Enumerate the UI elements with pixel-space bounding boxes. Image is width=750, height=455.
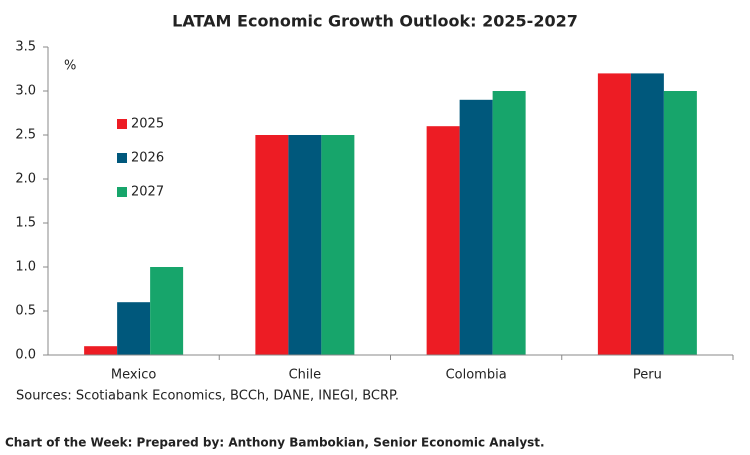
chart-title: LATAM Economic Growth Outlook: 2025-2027	[172, 12, 578, 31]
bar	[117, 302, 151, 355]
bar	[288, 135, 322, 355]
bar	[597, 73, 631, 356]
x-tick-label: Chile	[289, 368, 322, 383]
footer: Chart of the Week: Prepared by: Anthony …	[5, 436, 545, 450]
x-tick-label: Colombia	[446, 368, 507, 383]
legend-label: 2025	[131, 117, 164, 132]
source-note: Sources: Scotiabank Economics, BCCh, DAN…	[16, 389, 399, 404]
y-tick-label: 1.5	[15, 216, 36, 231]
bar	[492, 91, 526, 355]
legend-swatch	[117, 153, 127, 163]
bar	[663, 91, 697, 355]
bar	[150, 267, 184, 355]
legend-label: 2026	[131, 151, 164, 166]
legend-swatch	[117, 187, 127, 197]
y-tick-label: 3.0	[15, 84, 36, 99]
y-tick-label: 1.0	[15, 260, 36, 275]
bar	[459, 99, 493, 355]
y-tick-label: 3.5	[15, 40, 36, 55]
x-tick-label: Peru	[633, 368, 662, 383]
bar	[84, 346, 118, 355]
legend-swatch	[117, 119, 127, 129]
y-tick-label: 0.0	[15, 348, 36, 363]
y-tick-label: 2.0	[15, 172, 36, 187]
bar	[630, 73, 664, 356]
bar	[255, 135, 289, 355]
legend-label: 2027	[131, 185, 164, 200]
y-tick-label: 2.5	[15, 128, 36, 143]
x-tick-label: Mexico	[111, 368, 156, 383]
y-tick-label: 0.5	[15, 304, 36, 319]
bar	[321, 135, 355, 355]
bar	[426, 126, 460, 355]
y-axis-unit: %	[64, 59, 76, 74]
